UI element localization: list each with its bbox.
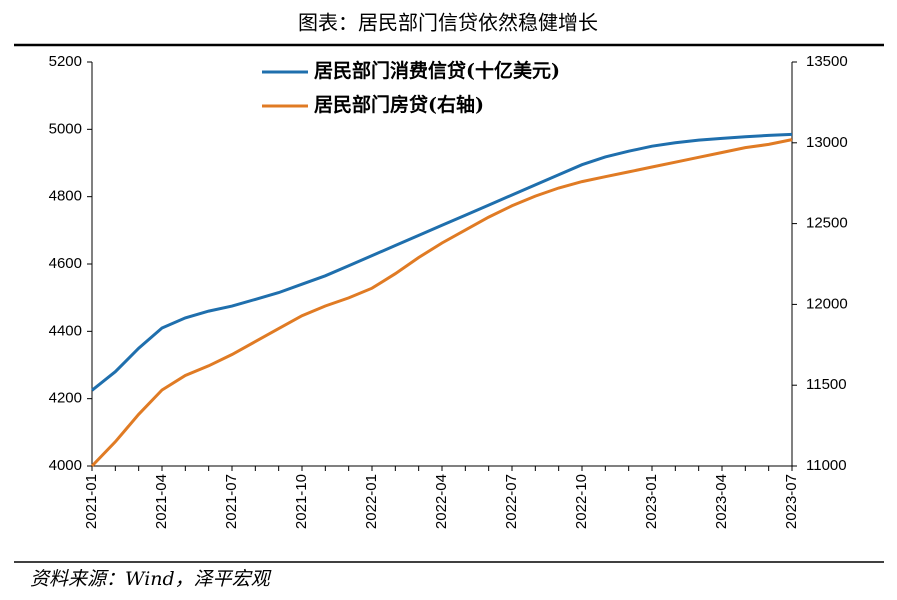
x-tick-label: 2021-01 <box>83 474 100 529</box>
x-tick-label: 2023-04 <box>713 474 730 529</box>
y-tick-label: 5000 <box>49 120 82 137</box>
y2-tick-label: 12500 <box>806 215 848 232</box>
y-tick-label: 4600 <box>49 255 82 272</box>
x-tick-label: 2022-07 <box>503 474 520 529</box>
x-tick-label: 2021-07 <box>223 474 240 529</box>
y2-tick-label: 12000 <box>806 295 848 312</box>
y2-tick-label: 11000 <box>806 457 847 474</box>
x-tick-label: 2023-07 <box>783 474 800 529</box>
y-tick-label: 4200 <box>49 390 82 407</box>
x-tick-label: 2022-10 <box>573 474 590 529</box>
chart-title: 图表：居民部门信贷依然稳健增长 <box>298 11 598 35</box>
x-tick-label: 2023-01 <box>643 474 660 529</box>
y2-tick-label: 13000 <box>806 134 848 151</box>
y2-tick-label: 11500 <box>806 376 847 393</box>
legend-label: 居民部门房贷(右轴) <box>314 93 484 116</box>
y-tick-label: 4000 <box>49 457 82 474</box>
x-tick-label: 2022-01 <box>363 474 380 529</box>
x-tick-label: 2021-10 <box>293 474 310 529</box>
series-line <box>90 138 793 468</box>
y-tick-label: 4400 <box>49 322 82 339</box>
x-tick-label: 2022-04 <box>433 474 450 529</box>
x-tick-label: 2021-04 <box>153 474 170 529</box>
y-tick-label: 4800 <box>49 188 82 205</box>
y-tick-label: 5200 <box>49 53 82 70</box>
y2-tick-label: 13500 <box>806 53 848 70</box>
series-line <box>91 132 793 392</box>
source: 资料来源：Wind，泽平宏观 <box>30 568 272 590</box>
legend-label: 居民部门消费信贷(十亿美元) <box>314 59 560 82</box>
